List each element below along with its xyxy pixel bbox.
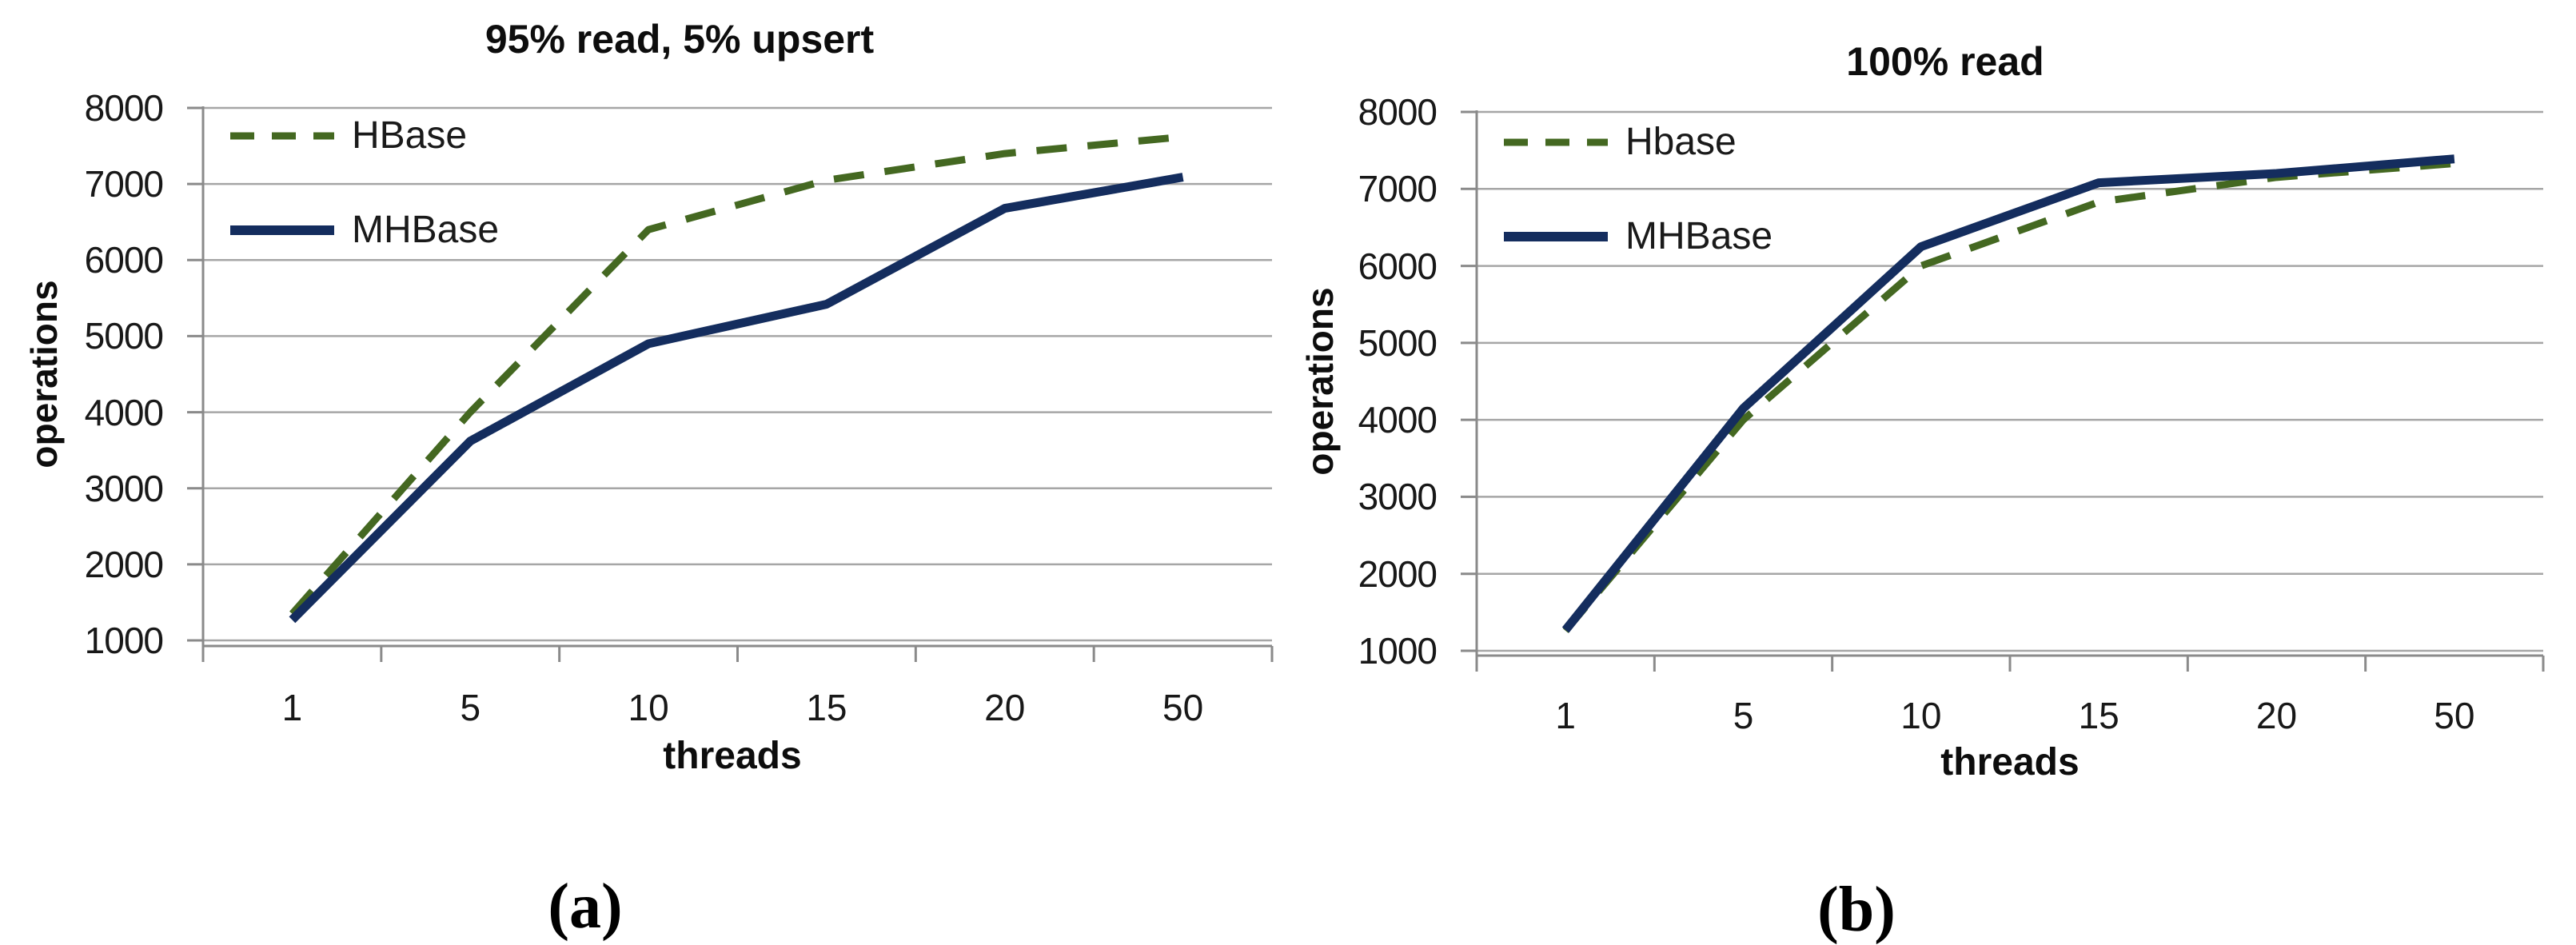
x-tick-label-20: 20 (2255, 695, 2298, 736)
legend-label-HBase: HBase (352, 114, 468, 157)
y-tick-label-5000: 5000 (1358, 321, 1438, 364)
y-tick-label-3000: 3000 (84, 467, 164, 509)
x-tick-label-50: 50 (2434, 695, 2475, 736)
y-tick-label-7000: 7000 (1358, 168, 1438, 210)
series-line-MHBase (1561, 154, 2455, 633)
x-axis-title: threads (1940, 741, 2080, 784)
y-tick-label-8000: 8000 (1358, 91, 1438, 133)
x-tick-label-10: 10 (1900, 695, 1942, 736)
x-tick-label-1: 1 (281, 687, 303, 728)
y-tick-label-7000: 7000 (84, 163, 164, 205)
x-tick-label-15: 15 (806, 687, 847, 728)
y-tick-label-1000: 1000 (1358, 630, 1438, 672)
y-tick-label-4000: 4000 (84, 391, 164, 433)
x-tick-label-10: 10 (628, 687, 669, 728)
series-line-MHBase (289, 173, 1184, 624)
legend-label-Hbase: Hbase (1625, 121, 1737, 163)
y-tick-label-2000: 2000 (84, 543, 164, 585)
series-line-Hbase (1562, 160, 2455, 633)
x-tick-label-15: 15 (2078, 695, 2119, 736)
y-tick-label-5000: 5000 (84, 315, 164, 357)
y-axis-title: operations (23, 280, 65, 469)
y-tick-label-1000: 1000 (84, 620, 164, 661)
chart-svg-1 (1461, 110, 2545, 672)
y-axis-title: operations (1299, 287, 1341, 476)
legend-label-MHBase: MHBase (352, 209, 500, 251)
y-tick-label-4000: 4000 (1358, 399, 1438, 441)
y-tick-label-8000: 8000 (84, 87, 164, 129)
y-tick-label-3000: 3000 (1358, 476, 1438, 518)
y-tick-label-6000: 6000 (84, 239, 164, 281)
chart-panel-a: 95% read, 5% upsert operations threads (… (0, 0, 1288, 943)
panel-caption-b: (b) (1817, 875, 1896, 945)
chart-svg-0 (187, 106, 1274, 662)
x-tick-label-5: 5 (1733, 695, 1754, 736)
chart-title: 100% read (1846, 39, 2044, 84)
x-tick-label-50: 50 (1162, 687, 1204, 728)
chart-title: 95% read, 5% upsert (484, 17, 875, 62)
chart-panel-b: 100% read operations threads (b) 1000 200… (1288, 0, 2576, 943)
panel-caption-a: (a) (548, 871, 623, 942)
x-tick-label-1: 1 (1555, 695, 1576, 736)
y-tick-label-6000: 6000 (1358, 245, 1438, 287)
y-tick-label-2000: 2000 (1358, 552, 1438, 595)
series-line-HBase (289, 133, 1184, 616)
x-tick-label-5: 5 (460, 687, 481, 728)
x-axis-title: threads (663, 735, 802, 777)
x-tick-label-20: 20 (984, 687, 1026, 728)
legend-label-MHBase: MHBase (1625, 215, 1773, 257)
